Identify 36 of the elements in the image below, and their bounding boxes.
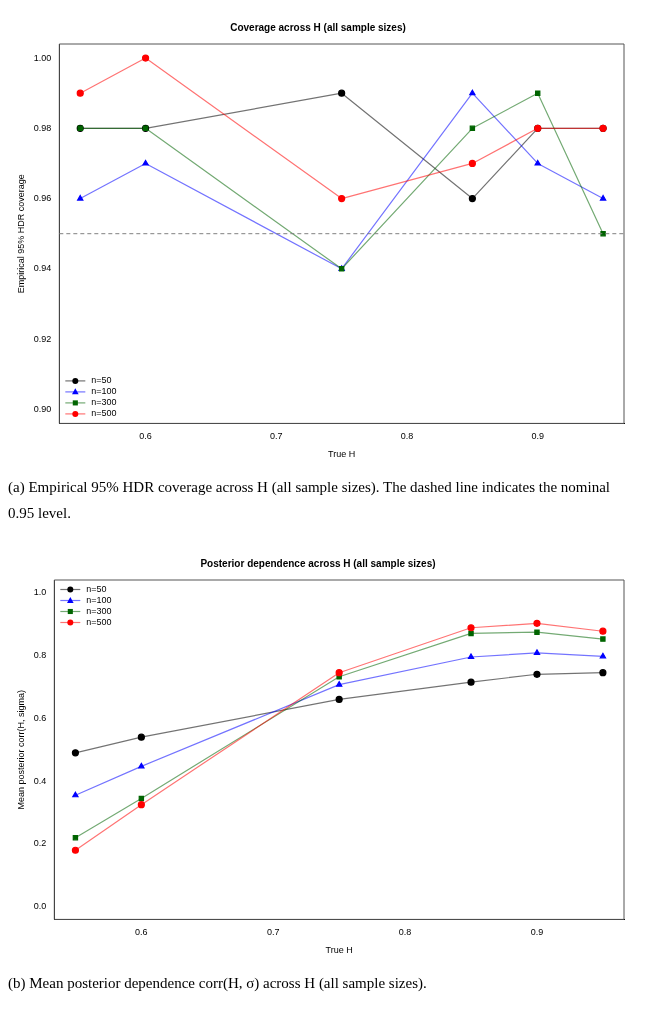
text: (b) Mean posterior dependence corr(H, σ) across H (all sample sizes).	[8, 974, 428, 993]
legend-label: n=50	[86, 583, 107, 594]
x-tick-label: 0.9	[530, 927, 544, 938]
y-tick-label: 0.94	[33, 263, 52, 274]
y-tick-label: 0.98	[33, 122, 52, 133]
text: (a) Empirical 95% HDR coverage across H (all sample sizes). The dashed line indicates the nominal 0.95 level.	[8, 478, 612, 523]
y-tick-label: 0.92	[33, 333, 52, 344]
x-tick-label: 0.8	[398, 927, 412, 938]
legend-label: n=500	[86, 616, 112, 627]
x-tick-label: 0.9	[531, 431, 544, 442]
y-tick-label: 0.90	[33, 403, 52, 414]
y-tick-label: 0.8	[33, 649, 47, 660]
y-tick-label: 0.6	[33, 712, 47, 723]
y-axis-title: Mean posterior corr(H, sigma)	[15, 689, 26, 810]
chart-title: Posterior dependence across H (all sample sizes)	[200, 557, 436, 569]
legend-label: n=100	[91, 386, 117, 397]
y-tick-label: 0.0	[33, 901, 47, 912]
x-tick-label: 0.8	[400, 431, 414, 442]
x-tick-label: 0.6	[139, 431, 152, 442]
x-tick-label: 0.7	[266, 927, 280, 938]
y-axis-title: Empirical 95% HDR coverage	[15, 174, 26, 294]
legend-label: n=300	[91, 397, 117, 408]
y-tick-label: 0.2	[33, 838, 47, 849]
legend-label: n=500	[91, 408, 117, 419]
x-tick-label: 0.6	[135, 927, 148, 938]
y-tick-label: 1.00	[33, 52, 52, 63]
legend-label: n=300	[86, 605, 112, 616]
y-tick-label: 0.96	[33, 193, 52, 204]
legend-label: n=50	[91, 375, 112, 386]
x-axis-title: True H	[328, 449, 356, 460]
x-axis-title: True H	[325, 945, 353, 956]
legend-label: n=100	[86, 594, 112, 605]
y-tick-label: 0.4	[33, 775, 47, 786]
y-tick-label: 1.0	[33, 587, 47, 598]
chart-title: Coverage across H (all sample sizes)	[230, 21, 406, 33]
x-tick-label: 0.7	[270, 431, 283, 442]
